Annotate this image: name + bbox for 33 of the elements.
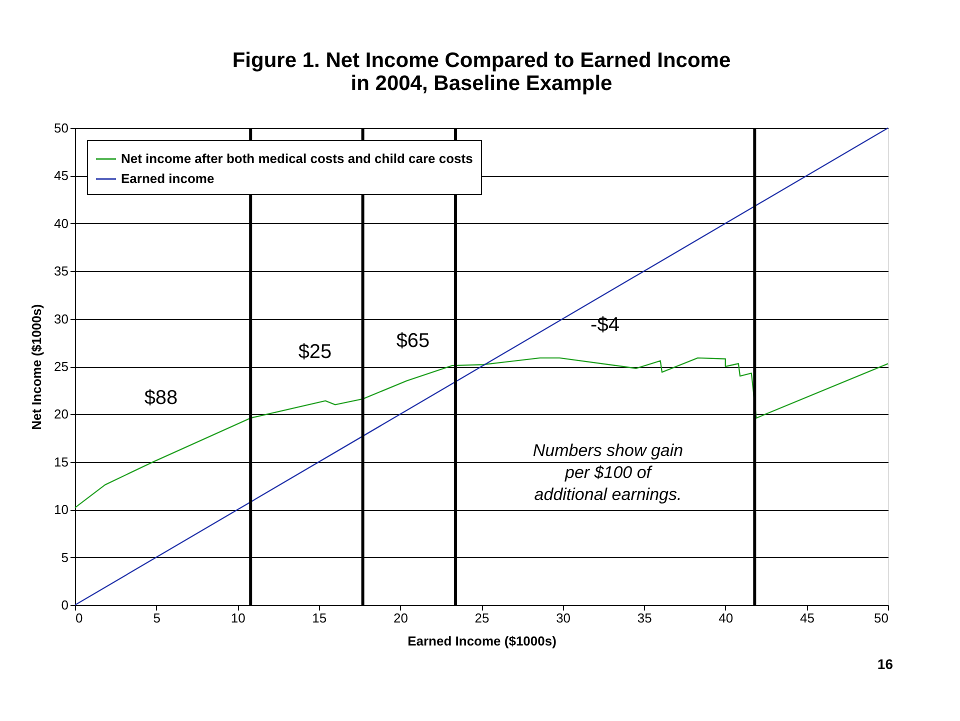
x-tick-label: 30 [556,610,571,626]
legend-label: Net income after both medical costs and child care costs [121,151,473,166]
x-axis-title: Earned Income ($1000s) [408,634,556,648]
x-tick-label: 10 [230,610,246,626]
y-tick-label: 5 [61,550,68,565]
y-axis-title: Net Income ($1000s) [29,304,44,430]
y-tick-label: 0 [61,598,68,612]
y-tick-label: 15 [54,454,68,470]
x-tick-label: 20 [393,610,408,626]
y-tick-label: 35 [54,264,68,279]
x-tick-label: 40 [718,610,734,626]
y-tick-label: 10 [54,502,68,518]
y-tick-label: 30 [54,311,68,326]
annotation: $25 [298,341,332,363]
legend-label: Earned income [121,171,214,186]
x-tick-label: 35 [637,610,652,626]
y-tick-label: 50 [54,120,68,136]
text: 16 [877,656,894,672]
y-tick-label: 25 [54,359,68,374]
x-tick-label: 5 [153,610,160,626]
y-tick-label: 20 [54,406,68,422]
text: in 2004, Baseline Example [350,72,612,95]
text: Figure 1. Net Income Compared to Earned Income [232,49,731,72]
y-tick-label: 45 [54,168,68,184]
annotation: $65 [396,330,430,352]
x-tick-label: 50 [874,610,888,626]
y-tick-label: 40 [54,216,68,231]
annotation: $88 [144,387,178,409]
x-tick-label: 45 [800,610,814,626]
x-tick-label: 15 [312,610,327,626]
annotation: Numbers show gain per $100 of additional earnings. [532,441,684,504]
x-tick-label: 25 [474,610,490,626]
x-tick-label: 0 [76,610,83,626]
